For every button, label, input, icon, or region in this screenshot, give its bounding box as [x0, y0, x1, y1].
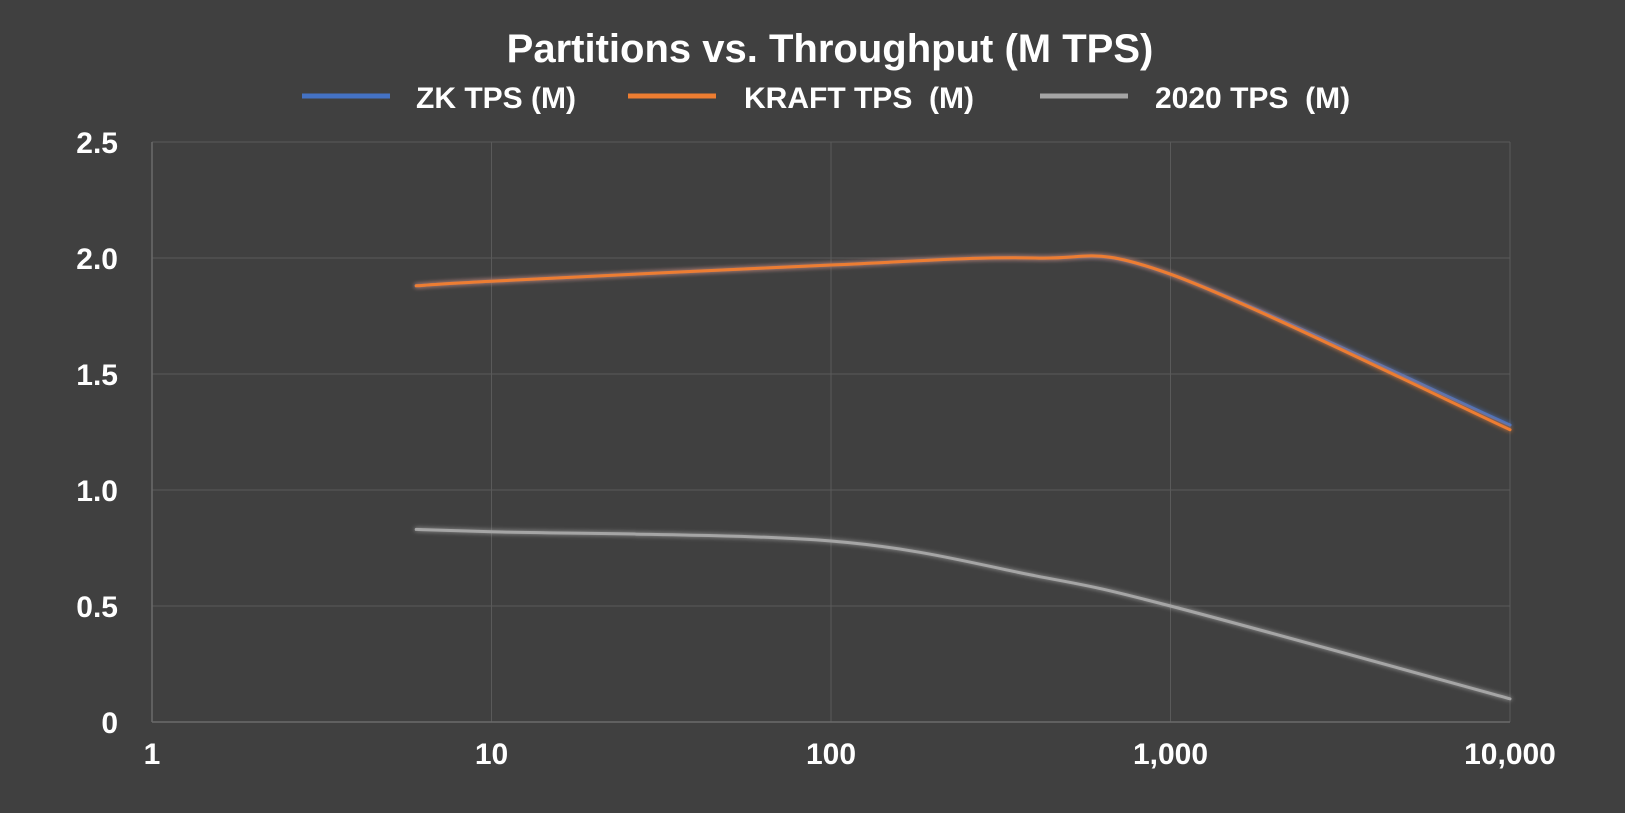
y-tick-label: 1.5: [76, 359, 118, 392]
legend-label-kraft: KRAFT TPS (M): [744, 82, 974, 115]
y-axis-ticks: 0 0.5 1.0 1.5 2.0 2.5: [76, 127, 118, 740]
y-tick-label: 0.5: [76, 591, 118, 624]
series-line-zk: [414, 254, 1512, 427]
series-line-2020: [414, 527, 1512, 701]
x-tick-label: 1: [144, 738, 161, 771]
y-tick-label: 2.0: [76, 243, 118, 276]
x-tick-label: 10,000: [1464, 738, 1556, 771]
chart-title: Partitions vs. Throughput (M TPS): [507, 27, 1154, 71]
x-axis-ticks: 1 10 100 1,000 10,000: [144, 738, 1556, 771]
y-tick-label: 0: [101, 707, 118, 740]
x-tick-label: 1,000: [1133, 738, 1208, 771]
x-tick-label: 10: [475, 738, 508, 771]
legend: ZK TPS (M) KRAFT TPS (M) 2020 TPS (M): [302, 82, 1350, 115]
legend-label-zk: ZK TPS (M): [416, 82, 576, 115]
series-lines: [414, 254, 1512, 701]
axes: [151, 142, 1510, 723]
y-tick-label: 1.0: [76, 475, 118, 508]
grid-lines: [152, 141, 1511, 722]
legend-label-2020: 2020 TPS (M): [1155, 82, 1350, 115]
x-tick-label: 100: [806, 738, 856, 771]
series-line-kraft: [414, 254, 1512, 432]
y-tick-label: 2.5: [76, 127, 118, 160]
